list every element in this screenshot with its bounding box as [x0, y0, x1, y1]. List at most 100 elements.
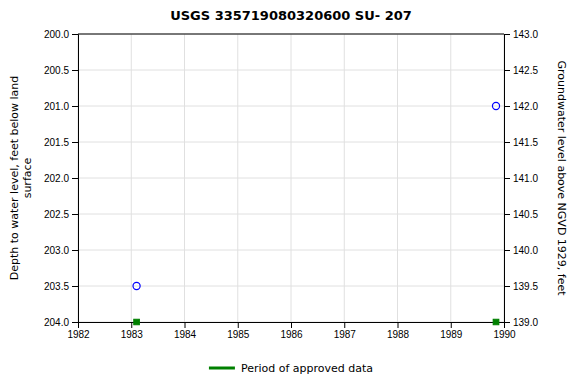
- y-axis-tick-label: 200.5: [44, 65, 69, 76]
- y-axis-tick-label: 200.0: [44, 29, 69, 40]
- y-axis-tick-label: 203.0: [44, 245, 69, 256]
- x-axis-line: [79, 323, 505, 329]
- y-axis-tick-label: 202.0: [44, 173, 69, 184]
- x-axis-tick: 1984: [174, 322, 197, 340]
- y2-axis-title: Groundwater level above NGVD 1929, feet: [555, 60, 568, 296]
- point: [133, 282, 140, 289]
- x-axis-tick-label: 1982: [67, 329, 90, 340]
- x-axis-tick-mark: [398, 322, 399, 328]
- y2-axis-tick-mark: [504, 322, 510, 323]
- x-axis-tick: 1987: [334, 322, 357, 340]
- y-axis-tick-mark: [72, 286, 78, 287]
- point: [492, 102, 499, 109]
- legend-swatch: [209, 367, 235, 370]
- x-axis-tick-mark: [291, 322, 292, 328]
- y2-axis-tick-mark: [504, 142, 510, 143]
- x-axis-tick-label: 1990: [493, 329, 516, 340]
- y2-axis-tick-label: 143.0: [513, 29, 538, 40]
- y2-axis-tick-label: 139.5: [513, 281, 538, 292]
- y-axis-tick: 201.0: [44, 101, 78, 112]
- plot: 1982 1983 1984 1985 1986 1987 1988 1989 1990 200.…: [44, 29, 538, 340]
- y2-axis-tick-label: 141.0: [513, 173, 538, 184]
- grid: [78, 34, 504, 322]
- x-axis-tick: 1985: [227, 322, 250, 340]
- grid-line-y: [78, 34, 504, 35]
- grid-line-y: [78, 214, 504, 215]
- y-axis-tick-label: 203.5: [44, 281, 69, 292]
- y2-axis-tick: 140.0: [504, 245, 538, 256]
- x-axis-tick-mark: [451, 322, 452, 328]
- legend-label: Period of approved data: [241, 362, 373, 375]
- chart: 1982 1983 1984 1985 1986 1987 1988 1989 1990 200.…: [0, 0, 576, 384]
- y2-axis-tick: 143.0: [504, 29, 538, 40]
- y-axis-tick: 204.0: [44, 317, 78, 328]
- y-axis-tick-label: 204.0: [44, 317, 69, 328]
- x-axis-tick-mark: [185, 322, 186, 328]
- y2-axis-tick-label: 140.0: [513, 245, 538, 256]
- y2-axis-tick-label: 139.0: [513, 317, 538, 328]
- y-axis-tick: 200.0: [44, 29, 78, 40]
- y2-axis-tick-mark: [504, 70, 510, 71]
- x-axis-tick-mark: [238, 322, 239, 328]
- y2-axis-tick-label: 142.0: [513, 101, 538, 112]
- grid-line-y: [78, 142, 504, 143]
- y-axis-tick-label: 201.5: [44, 137, 69, 148]
- y-axis-tick-mark: [72, 70, 78, 71]
- y-axis-tick: 200.5: [44, 65, 78, 76]
- y2-axis-tick: 142.5: [504, 65, 538, 76]
- y2-axis-tick: 139.0: [504, 317, 538, 328]
- y-axis-tick-mark: [72, 142, 78, 143]
- frame-top: [78, 34, 504, 35]
- series: [133, 102, 500, 289]
- y2-axis-tick: 140.5: [504, 209, 538, 220]
- x-axis-tick-label: 1989: [440, 329, 463, 340]
- marks: [133, 102, 500, 324]
- y-axis: 200.0 200.5 201.0 201.5 202.0 202.5 203.0 203.5…: [44, 29, 79, 328]
- grid-line-y: [78, 178, 504, 179]
- x-axis-tick-label: 1983: [121, 329, 144, 340]
- y-axis-tick: 203.0: [44, 245, 78, 256]
- y-axis-tick: 202.5: [44, 209, 78, 220]
- grid-line-y: [78, 286, 504, 287]
- y-axis-tick-mark: [72, 106, 78, 107]
- y2-axis-line: [505, 35, 511, 323]
- y2-axis-tick-mark: [504, 34, 510, 35]
- x-axis-tick-mark: [344, 322, 345, 328]
- y-axis-tick: 203.5: [44, 281, 78, 292]
- y-axis-tick-mark: [72, 178, 78, 179]
- y-axis-tick-label: 201.0: [44, 101, 69, 112]
- y-axis-tick-mark: [72, 214, 78, 215]
- point: [134, 319, 139, 324]
- y-axis-line: [72, 35, 79, 323]
- y2-axis-tick: 141.0: [504, 173, 538, 184]
- x-axis-tick-label: 1986: [280, 329, 303, 340]
- grid-line-y: [78, 106, 504, 107]
- y2-axis-tick-mark: [504, 106, 510, 107]
- y2-axis-tick-mark: [504, 250, 510, 251]
- y-axis-title: Depth to water level, feet below landsur…: [8, 76, 34, 281]
- y2-axis-tick-mark: [504, 178, 510, 179]
- y2-axis-tick-label: 141.5: [513, 137, 538, 148]
- x-axis-tick: 1986: [280, 322, 303, 340]
- grid-line-y: [78, 70, 504, 71]
- x-axis-tick: 1989: [440, 322, 463, 340]
- x-axis-tick-mark: [131, 322, 132, 328]
- y-axis-tick-mark: [72, 34, 78, 35]
- y2-axis-tick-mark: [504, 286, 510, 287]
- x-axis-tick-label: 1984: [174, 329, 197, 340]
- x-axis-tick-label: 1988: [387, 329, 410, 340]
- y2-axis-tick: 141.5: [504, 137, 538, 148]
- y2-axis-tick-label: 142.5: [513, 65, 538, 76]
- y-axis-tick-mark: [72, 250, 78, 251]
- y2-axis-tick: 142.0: [504, 101, 538, 112]
- series: [134, 319, 499, 324]
- y2-axis-tick-label: 140.5: [513, 209, 538, 220]
- point: [493, 319, 498, 324]
- y-axis-tick: 201.5: [44, 137, 78, 148]
- x-axis-tick-label: 1985: [227, 329, 250, 340]
- y2-axis: 143.0 142.5 142.0 141.5 141.0 140.5 140.0 139.5…: [504, 29, 538, 328]
- title: USGS 335719080320600 SU- 207: [170, 8, 412, 23]
- y2-axis-tick: 139.5: [504, 281, 538, 292]
- legend: Period of approved data: [209, 362, 373, 375]
- y2-axis-tick-mark: [504, 214, 510, 215]
